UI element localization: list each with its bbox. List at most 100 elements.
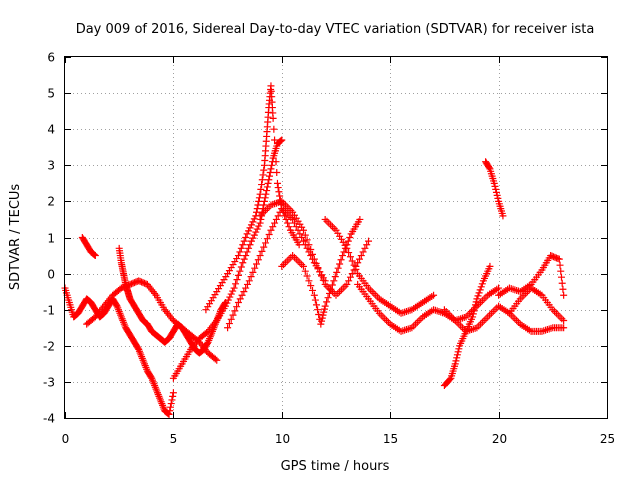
y-tick-label: 2 [47, 195, 55, 209]
data-point [327, 285, 335, 293]
data-point [276, 137, 284, 145]
data-point [168, 396, 176, 404]
data-point [559, 285, 567, 293]
data-point [346, 253, 354, 261]
data-point [278, 136, 286, 144]
data-point [211, 355, 219, 363]
data-point [298, 234, 306, 241]
data-point [346, 234, 354, 241]
data-point [267, 165, 275, 173]
data-point [229, 287, 237, 295]
data-point [249, 268, 257, 276]
data-point [246, 241, 254, 249]
data-point [224, 296, 232, 304]
data-point [264, 179, 272, 187]
data-point [493, 191, 501, 199]
data-point [290, 219, 298, 227]
data-point [344, 237, 352, 245]
data-point [319, 311, 327, 319]
data-point [282, 215, 290, 223]
data-point [328, 281, 336, 289]
data-point [557, 267, 565, 275]
data-point [273, 179, 281, 187]
data-point [91, 251, 99, 259]
data-point [303, 244, 311, 252]
data-point [221, 302, 229, 310]
data-point [318, 314, 326, 322]
data-point [469, 313, 477, 321]
data-point [245, 244, 253, 252]
data-point [345, 277, 353, 285]
chart-title: Day 009 of 2016, Sidereal Day-to-day VTE… [76, 22, 595, 37]
y-tick-label: 1 [47, 232, 55, 246]
data-point [253, 260, 261, 268]
data-point [318, 317, 326, 325]
data-point [495, 284, 503, 292]
data-point [91, 252, 99, 260]
data-point [253, 208, 261, 216]
data-point [253, 205, 261, 213]
data-point [254, 201, 262, 209]
data-point [310, 291, 318, 299]
data-point [243, 248, 251, 256]
series-track-j [321, 215, 438, 317]
data-point [320, 305, 328, 313]
data-point [451, 360, 459, 368]
data-point [299, 226, 307, 234]
data-point [352, 265, 360, 273]
data-point [243, 230, 251, 238]
data-point [275, 188, 283, 196]
data-point [475, 289, 483, 297]
y-tick-label: 4 [47, 123, 55, 137]
data-point [311, 296, 319, 304]
data-point [256, 190, 264, 198]
data-point [238, 291, 246, 299]
axis-layer: 0 5 10 15 20 25 -4 -3 -2 -1 0 1 2 3 4 5 6 [43, 51, 615, 447]
series-track-d [83, 277, 221, 364]
data-point [292, 223, 300, 231]
data-point [255, 222, 263, 230]
data-point [236, 267, 244, 275]
data-point [471, 304, 479, 312]
data-point [112, 301, 120, 309]
data-point [284, 219, 292, 227]
data-point [492, 188, 500, 196]
data-point [231, 307, 239, 315]
data-point [260, 166, 268, 174]
data-point [340, 248, 348, 256]
data-point [255, 194, 263, 202]
data-point [167, 400, 175, 408]
data-point [213, 356, 221, 364]
data-point [256, 252, 264, 260]
data-point [317, 320, 325, 328]
y-tick-label: 3 [47, 159, 55, 173]
data-point [263, 183, 271, 191]
series-track-f [202, 82, 303, 314]
data-point [355, 255, 363, 263]
plot-frame [64, 56, 608, 419]
data-point [234, 298, 242, 306]
data-point [224, 324, 232, 332]
data-point [478, 280, 486, 288]
data-points-layer [61, 82, 568, 418]
series-track-b [78, 234, 99, 260]
data-point [277, 137, 285, 145]
x-axis-label: GPS time / hours [281, 459, 390, 474]
data-point [169, 389, 177, 397]
data-point [472, 298, 480, 306]
y-tick-label: -4 [43, 412, 55, 426]
data-point [330, 277, 338, 285]
data-point [310, 255, 318, 263]
data-point [560, 317, 568, 325]
data-point [491, 182, 499, 190]
data-point [90, 250, 98, 258]
data-point [312, 259, 320, 267]
data-point [454, 348, 462, 356]
data-point [556, 261, 564, 269]
data-point [239, 259, 247, 267]
data-point [265, 230, 273, 238]
data-point [296, 230, 304, 238]
data-point [225, 320, 233, 328]
data-point [245, 227, 253, 235]
